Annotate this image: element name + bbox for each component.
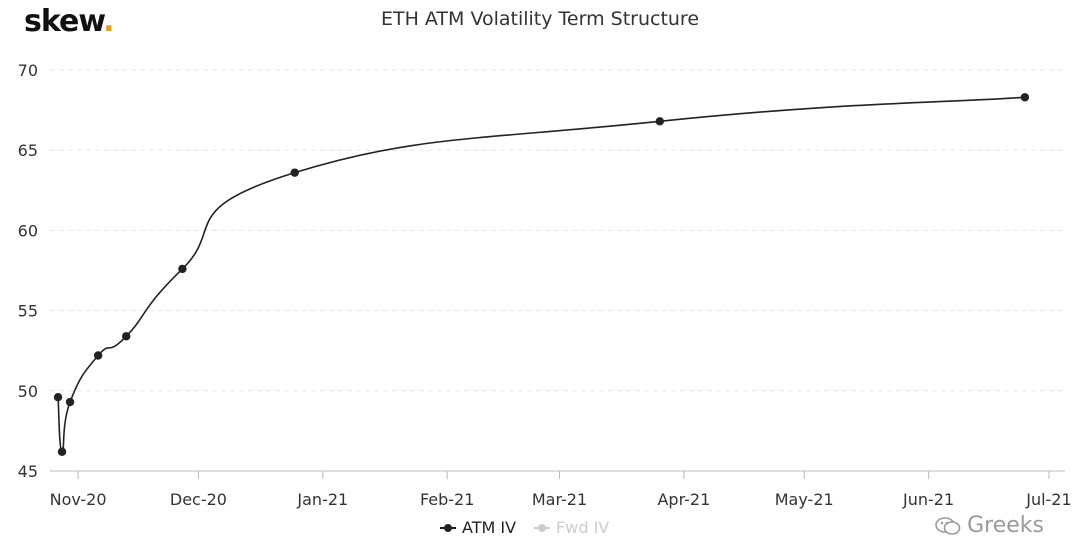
legend: ATM IV Fwd IV: [440, 518, 609, 537]
data-point-0-0: [53, 393, 63, 402]
data-point-0-6: [290, 168, 299, 177]
x-tick-label-Apr-21: Apr-21: [657, 490, 710, 509]
legend-item-atm-iv[interactable]: ATM IV: [440, 518, 516, 537]
x-tick-label-Feb-21: Feb-21: [420, 490, 474, 509]
x-tick-label-Jan-21: Jan-21: [296, 490, 348, 509]
watermark-text: Greeks: [967, 513, 1044, 538]
y-tick-label-45: 45: [18, 462, 38, 481]
x-tick-label-Nov-20: Nov-20: [50, 490, 107, 509]
watermark: Greeks: [935, 513, 1044, 538]
y-tick-label-70: 70: [18, 61, 38, 80]
data-point-0-2: [65, 397, 75, 407]
x-tick-label-Mar-21: Mar-21: [532, 490, 587, 509]
legend-marker-fwd-iv: [534, 523, 551, 533]
legend-marker-atm-iv: [440, 523, 456, 533]
data-point-0-1: [57, 447, 67, 456]
x-tick-label-Jul-21: Jul-21: [1025, 490, 1071, 509]
logo-dot: .: [103, 4, 114, 39]
y-tick-label-65: 65: [18, 141, 38, 160]
legend-label-atm-iv: ATM IV: [462, 518, 517, 537]
skew-logo: skew.: [24, 2, 115, 42]
chart-title: ETH ATM Volatility Term Structure: [380, 8, 700, 30]
logo-text: skew: [24, 4, 104, 39]
data-point-0-8: [1020, 93, 1030, 102]
legend-label-fwd-iv: Fwd IV: [556, 518, 610, 537]
gridlines: [50, 69, 1065, 392]
y-tick-label-55: 55: [18, 302, 38, 321]
x-tick-label-Dec-20: Dec-20: [170, 490, 227, 509]
y-axis: 45 50 55 60 65 70: [18, 61, 38, 481]
x-tick-label-May-21: May-21: [775, 490, 834, 509]
x-axis: Nov-20 Dec-20 Jan-21 Feb-21 Mar-21 Apr-21 May-…: [50, 470, 1072, 509]
wechat-icon: [935, 516, 961, 535]
series-layer: [53, 93, 1030, 456]
data-point-0-5: [178, 264, 187, 274]
data-point-0-7: [655, 117, 665, 126]
data-point-0-3: [93, 351, 103, 360]
y-tick-label-50: 50: [18, 382, 38, 401]
y-tick-label-60: 60: [18, 221, 38, 240]
data-point-0-4: [122, 332, 131, 341]
legend-item-fwd-iv[interactable]: Fwd IV: [534, 518, 609, 537]
x-tick-label-Jun-21: Jun-21: [902, 490, 954, 509]
